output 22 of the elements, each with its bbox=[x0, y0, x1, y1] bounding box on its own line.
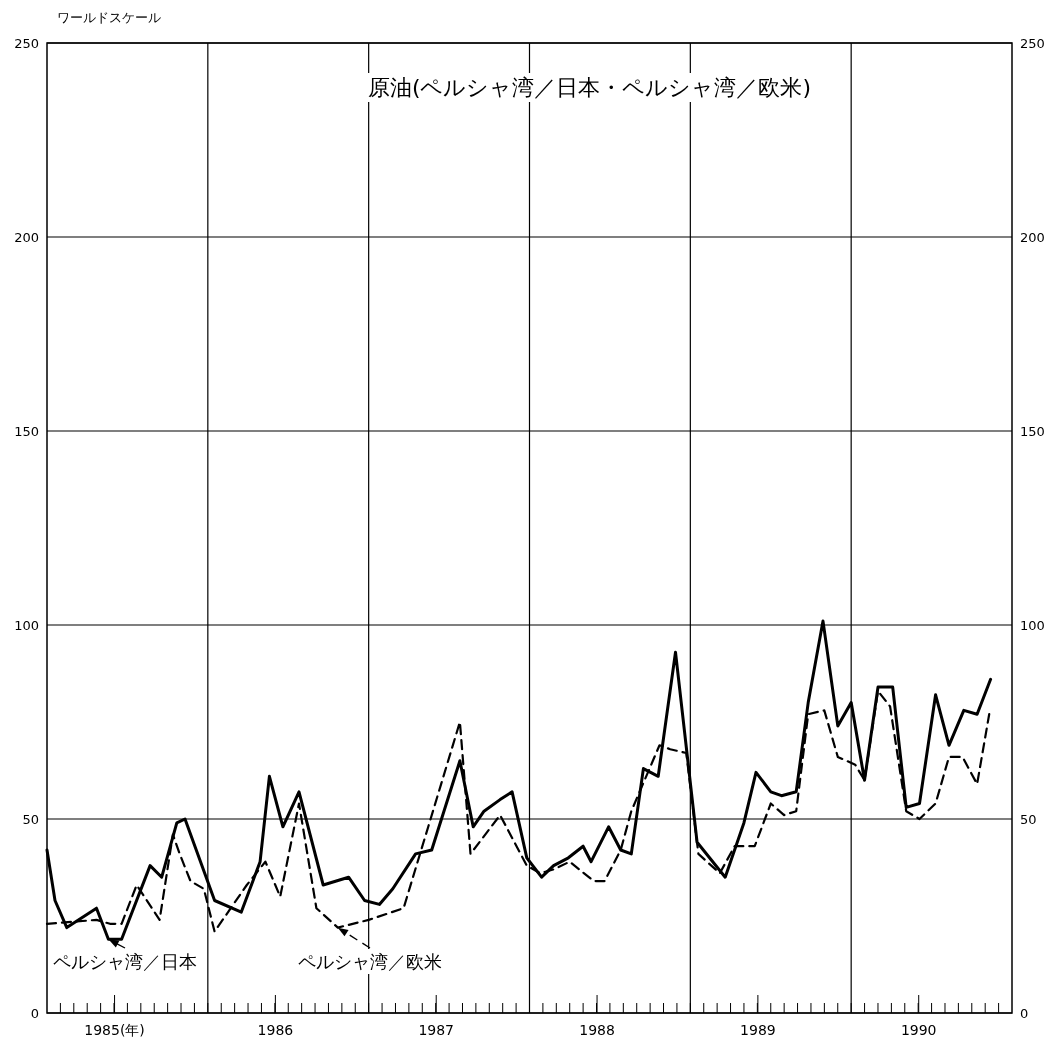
y2-tick-label: 50 bbox=[1020, 812, 1037, 827]
y-tick-label: 0 bbox=[30, 1006, 39, 1021]
legend-label: ペルシャ湾／日本 bbox=[53, 951, 197, 972]
x-tick-label: 1986 bbox=[257, 1022, 294, 1038]
y-tick-label: 100 bbox=[14, 618, 39, 633]
y2-tick-label: 100 bbox=[1020, 618, 1045, 633]
y-axis-title: ワールドスケール bbox=[57, 10, 161, 25]
y2-tick-label: 0 bbox=[1020, 1006, 1029, 1021]
x-tick-label: 1990 bbox=[900, 1022, 937, 1038]
x-tick-label: 1985(年) bbox=[84, 1022, 145, 1038]
text: 原油(ペルシャ湾／日本・ペルシャ湾／欧米) bbox=[367, 75, 812, 100]
y-tick-label: 150 bbox=[14, 424, 39, 439]
legend-label: ペルシャ湾／欧米 bbox=[298, 951, 442, 972]
y2-tick-label: 250 bbox=[1020, 36, 1045, 51]
y-tick-label: 200 bbox=[14, 230, 39, 245]
x-tick-label: 1988 bbox=[579, 1022, 615, 1038]
y-tick-label: 250 bbox=[14, 36, 39, 51]
y-tick-label: 50 bbox=[22, 812, 39, 827]
y2-tick-label: 200 bbox=[1020, 230, 1045, 245]
y2-tick-label: 150 bbox=[1020, 424, 1045, 439]
x-tick-label: 1989 bbox=[740, 1022, 776, 1038]
x-tick-label: 1987 bbox=[418, 1022, 455, 1038]
